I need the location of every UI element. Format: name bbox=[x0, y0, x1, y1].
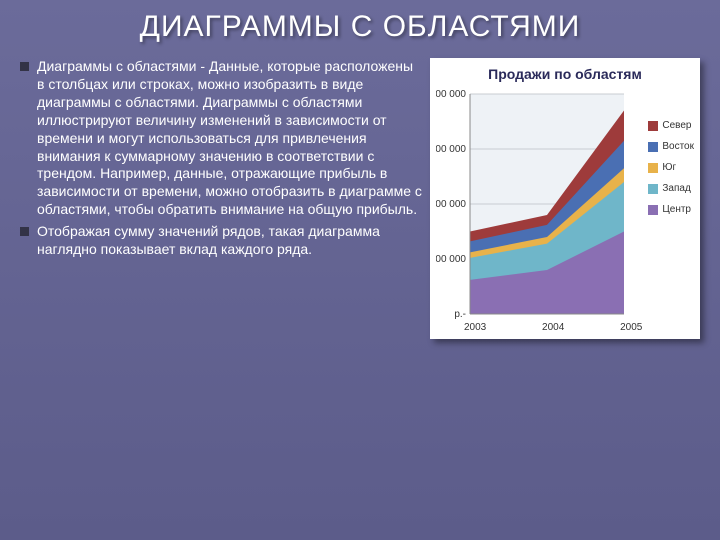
bullet-text: Отображая сумму значений рядов, такая ди… bbox=[37, 223, 424, 259]
bullet-marker-icon bbox=[20, 62, 29, 71]
legend-swatch-icon bbox=[648, 121, 658, 131]
bullet-item: Отображая сумму значений рядов, такая ди… bbox=[20, 223, 424, 259]
legend-swatch-icon bbox=[648, 163, 658, 173]
legend-label: Центр bbox=[662, 204, 691, 215]
chart-plot-wrap: р.- 100 000 200 000 300 000 400 000 2003 200… bbox=[436, 90, 644, 333]
x-tick: 2003 bbox=[464, 322, 486, 333]
legend-label: Запад bbox=[662, 183, 690, 194]
text-column: Диаграммы с областями - Данные, которые … bbox=[20, 58, 424, 339]
x-tick: 2004 bbox=[542, 322, 564, 333]
legend-label: Юг bbox=[662, 162, 676, 173]
svg-text:300 000: 300 000 bbox=[436, 144, 466, 155]
legend-swatch-icon bbox=[648, 142, 658, 152]
svg-text:200 000: 200 000 bbox=[436, 199, 466, 210]
svg-text:400 000: 400 000 bbox=[436, 90, 466, 100]
legend-item: Восток bbox=[648, 141, 694, 152]
legend-label: Север bbox=[662, 120, 691, 131]
slide: ДИАГРАММЫ С ОБЛАСТЯМИ Диаграммы с област… bbox=[0, 0, 720, 540]
legend-label: Восток bbox=[662, 141, 694, 152]
svg-text:р.-: р.- bbox=[454, 309, 466, 320]
bullet-item: Диаграммы с областями - Данные, которые … bbox=[20, 58, 424, 219]
chart-row: р.- 100 000 200 000 300 000 400 000 2003 200… bbox=[436, 90, 694, 333]
svg-text:100 000: 100 000 bbox=[436, 254, 466, 265]
chart-legend: Север Восток Юг Запад bbox=[644, 90, 694, 333]
chart-plot-svg: р.- 100 000 200 000 300 000 400 000 bbox=[436, 90, 626, 320]
x-tick: 2005 bbox=[620, 322, 642, 333]
legend-item: Север bbox=[648, 120, 694, 131]
x-axis-labels: 2003 2004 2005 bbox=[436, 320, 644, 333]
legend-item: Запад bbox=[648, 183, 694, 194]
chart-title: Продажи по областям bbox=[436, 66, 694, 82]
legend-item: Центр bbox=[648, 204, 694, 215]
legend-item: Юг bbox=[648, 162, 694, 173]
content-row: Диаграммы с областями - Данные, которые … bbox=[20, 58, 700, 339]
area-chart: Продажи по областям р.- 100 000 200 000 300… bbox=[430, 58, 700, 339]
legend-swatch-icon bbox=[648, 205, 658, 215]
bullet-marker-icon bbox=[20, 227, 29, 236]
slide-title: ДИАГРАММЫ С ОБЛАСТЯМИ bbox=[20, 10, 700, 44]
legend-swatch-icon bbox=[648, 184, 658, 194]
bullet-text: Диаграммы с областями - Данные, которые … bbox=[37, 58, 424, 219]
